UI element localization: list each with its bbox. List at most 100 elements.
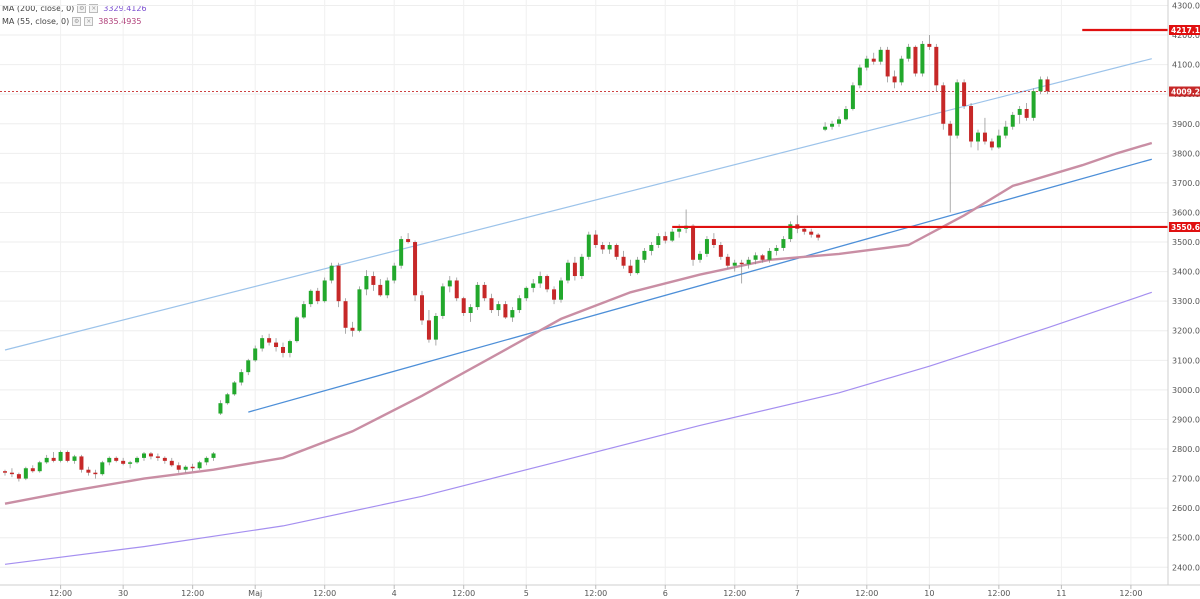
settings-icon[interactable]: ⚙ xyxy=(72,17,82,26)
candle-body-down xyxy=(267,338,272,343)
ma55-legend: MA (55, close, 0) ⚙ × 3835.4935 xyxy=(2,17,141,26)
candle xyxy=(614,243,619,260)
current-price-label: 4009.250 xyxy=(1171,88,1200,97)
candle-body-up xyxy=(781,239,786,248)
candle-body-up xyxy=(843,108,848,120)
candle xyxy=(982,117,987,145)
candle xyxy=(1024,103,1029,121)
ma200-label: MA (200, close, 0) xyxy=(2,4,75,13)
candle xyxy=(857,64,862,89)
candle xyxy=(760,253,765,263)
candle-body-down xyxy=(892,76,897,83)
candle xyxy=(322,277,327,303)
candle xyxy=(253,345,258,362)
candle xyxy=(788,221,793,243)
y-tick-label: 2400.000 xyxy=(1172,563,1200,572)
candle-body-up xyxy=(510,310,515,318)
candle-body-up xyxy=(830,123,835,127)
y-tick-label: 3400.000 xyxy=(1172,268,1200,277)
y-tick-label: 4100.000 xyxy=(1172,61,1200,70)
candle-body-down xyxy=(16,474,21,479)
candle-body-down xyxy=(663,236,668,241)
candle-body-down xyxy=(982,132,987,142)
candle xyxy=(489,293,494,314)
candle xyxy=(301,301,306,319)
candle-body-down xyxy=(927,43,932,47)
candle-body-up xyxy=(287,341,292,353)
candle xyxy=(531,278,536,293)
candle-body-down xyxy=(461,298,466,314)
x-tick-label: 12:00 xyxy=(1119,589,1142,598)
resistance-price-label: 4217.147 xyxy=(1171,26,1200,35)
candle xyxy=(843,106,848,121)
candle-body-up xyxy=(100,462,105,475)
candle xyxy=(781,236,786,251)
candle-body-down xyxy=(962,82,967,107)
candle-body-down xyxy=(552,289,557,300)
candle-body-down xyxy=(30,468,35,472)
candle xyxy=(969,103,974,148)
y-tick-label: 3000.000 xyxy=(1172,386,1200,395)
x-tick-label: 12:00 xyxy=(723,589,746,598)
candle-body-down xyxy=(406,239,411,243)
candle-body-up xyxy=(322,280,327,302)
candle-body-down xyxy=(51,457,56,461)
candle xyxy=(468,304,473,322)
candle-body-down xyxy=(79,456,84,470)
candle xyxy=(16,472,21,482)
x-tick-label: 30 xyxy=(118,589,128,598)
candle-body-up xyxy=(225,394,230,404)
candle-body-up xyxy=(294,317,299,342)
candle-body-up xyxy=(767,250,772,260)
candle xyxy=(274,338,279,352)
candle-body-up xyxy=(524,287,529,299)
candle-body-down xyxy=(739,262,744,265)
y-tick-label: 3900.000 xyxy=(1172,120,1200,129)
candle xyxy=(378,278,383,297)
y-tick-label: 3600.000 xyxy=(1172,208,1200,217)
close-icon[interactable]: × xyxy=(89,4,99,13)
candle-body-up xyxy=(44,457,49,463)
candle xyxy=(802,227,807,235)
x-axis: 12:00 30 12:00 Maj 12:00 4 12:00 5 12:00 6 12:00 7 1… xyxy=(49,585,1142,598)
y-tick-label: 3500.000 xyxy=(1172,238,1200,247)
candle xyxy=(37,460,42,473)
candle xyxy=(795,215,800,234)
channel-upper-line xyxy=(4,58,1152,351)
candle xyxy=(1003,120,1008,139)
candle xyxy=(343,298,348,334)
candle-body-up xyxy=(72,456,77,461)
candle-body-up xyxy=(496,304,501,311)
candle-body-down xyxy=(948,123,953,136)
candle xyxy=(746,256,751,269)
price-tags: 4217.147 4009.250 3550.689 xyxy=(1169,25,1200,232)
candle-body-up xyxy=(447,280,452,287)
candle-body-up xyxy=(586,234,591,257)
candle xyxy=(816,233,821,241)
candle-body-down xyxy=(371,276,376,285)
candle xyxy=(559,277,563,303)
settings-icon[interactable]: ⚙ xyxy=(77,4,87,13)
y-tick-label: 2900.000 xyxy=(1172,415,1200,424)
support-price-label: 3550.689 xyxy=(1171,223,1200,232)
candle xyxy=(989,138,994,151)
candle xyxy=(169,457,174,467)
x-tick-label: 12:00 xyxy=(49,589,72,598)
candle xyxy=(607,242,612,254)
candle xyxy=(718,242,723,260)
candle xyxy=(565,259,570,284)
candle xyxy=(837,116,841,127)
candle-body-up xyxy=(475,284,480,308)
candle xyxy=(308,289,313,308)
candle xyxy=(649,242,654,256)
candle xyxy=(1010,111,1015,130)
candle xyxy=(524,286,529,302)
candle xyxy=(315,287,320,305)
channel-lower-line xyxy=(248,158,1152,413)
resistance-tag: 4217.147 xyxy=(1169,25,1200,35)
candle-body-down xyxy=(121,460,126,464)
close-icon[interactable]: × xyxy=(84,17,94,26)
candle xyxy=(148,451,153,460)
candle xyxy=(142,451,146,461)
